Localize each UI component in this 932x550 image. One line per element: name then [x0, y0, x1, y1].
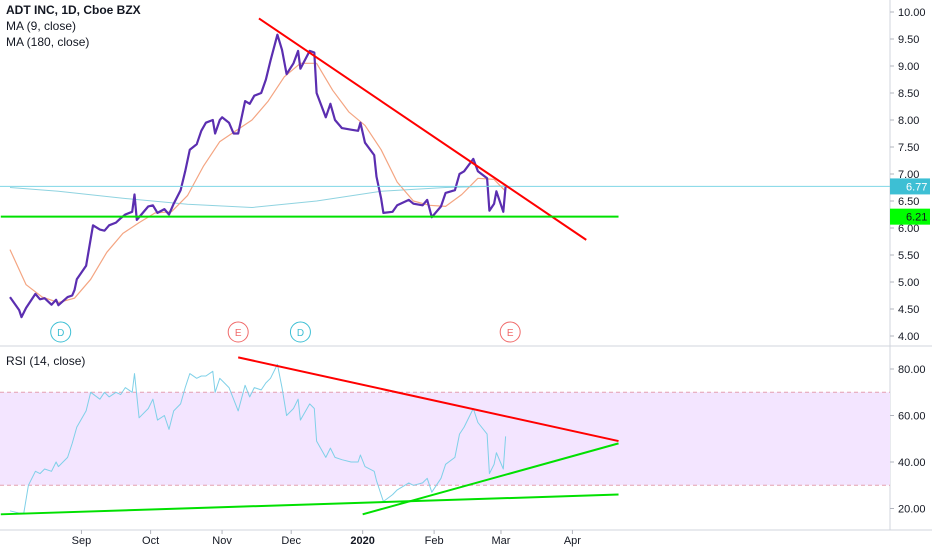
- price-line: [9, 33, 507, 319]
- time-tick-label: 2020: [350, 535, 374, 547]
- ma180-line: [9, 185, 506, 208]
- rsi-line: [9, 363, 507, 514]
- red-rsi-trendline: [237, 356, 619, 443]
- price-axis[interactable]: 10.00 9.50 9.00 8.50 8.00 7.50 7.00 6.50 6.00 5.5…: [890, 7, 926, 516]
- event-marker-e: [227, 321, 249, 343]
- event-letter: E: [507, 328, 514, 339]
- time-tick-label: Dec: [281, 535, 301, 547]
- event-marker-d: [50, 321, 72, 343]
- trendlines-layer[interactable]: [0, 17, 619, 516]
- time-tick-label: Sep: [72, 535, 92, 547]
- price-tick-label: 9.50: [898, 34, 919, 46]
- price-tick-label: 4.50: [898, 304, 919, 316]
- price-tick-label: 7.00: [898, 169, 919, 181]
- price-tick-label: 5.00: [898, 277, 919, 289]
- green-rsi-trendline: [0, 493, 619, 516]
- time-tick-label: Mar: [491, 535, 510, 547]
- rsi-title[interactable]: RSI (14, close): [6, 354, 86, 368]
- rsi-band-boundaries: [0, 391, 890, 486]
- green-rsi-trendline: [362, 442, 619, 516]
- price-tick-label: 5.50: [898, 250, 919, 262]
- rsi-overbought-oversold-band: [0, 392, 890, 486]
- rsi-tick-label: 20.00: [898, 504, 926, 516]
- rsi-tick-label: 40.00: [898, 457, 926, 469]
- price-tick-label: 4.00: [898, 331, 919, 343]
- time-tick-label: Apr: [564, 535, 581, 547]
- price-tick-label: 6.00: [898, 223, 919, 235]
- time-tick-label: Feb: [425, 535, 444, 547]
- rsi-tick-label: 80.00: [898, 364, 926, 376]
- event-letter: E: [235, 328, 242, 339]
- rsi-legend: RSI (14, close): [6, 353, 85, 369]
- time-axis[interactable]: Sep Oct Nov Dec 2020 Feb Mar Apr: [72, 530, 582, 547]
- price-tick-label: 8.00: [898, 115, 919, 127]
- event-letter: D: [297, 328, 304, 339]
- main-legend: ADT INC, 1D, Cboe BZX MA (9, close) MA (…: [6, 2, 141, 50]
- price-tick-label: 8.50: [898, 88, 919, 100]
- last-price-badge-bg: [890, 178, 930, 195]
- series-layer: [0, 33, 890, 514]
- last-price-badge: 6.77: [906, 181, 927, 193]
- price-tick-label: 9.00: [898, 61, 919, 73]
- time-tick-label: Oct: [142, 535, 159, 547]
- rsi-tick-label: 60.00: [898, 411, 926, 423]
- price-tick-label: 10.00: [898, 7, 926, 19]
- red-price-trendline: [258, 17, 587, 241]
- price-tick-label: 7.50: [898, 142, 919, 154]
- event-letter: D: [57, 328, 64, 339]
- event-marker-e: [499, 321, 521, 343]
- ma9-line: [9, 62, 507, 304]
- price-badges: 6.77 6.21: [890, 178, 930, 225]
- ma180-legend[interactable]: MA (180, close): [6, 35, 90, 49]
- symbol-title[interactable]: ADT INC, 1D, Cboe BZX: [6, 3, 141, 17]
- ma9-legend[interactable]: MA (9, close): [6, 19, 77, 33]
- time-tick-label: Nov: [212, 535, 232, 547]
- support-price-badge-bg: [890, 208, 930, 225]
- price-tick-label: 6.50: [898, 196, 919, 208]
- support-price-badge: 6.21: [906, 212, 927, 224]
- event-marker-d: [289, 321, 311, 343]
